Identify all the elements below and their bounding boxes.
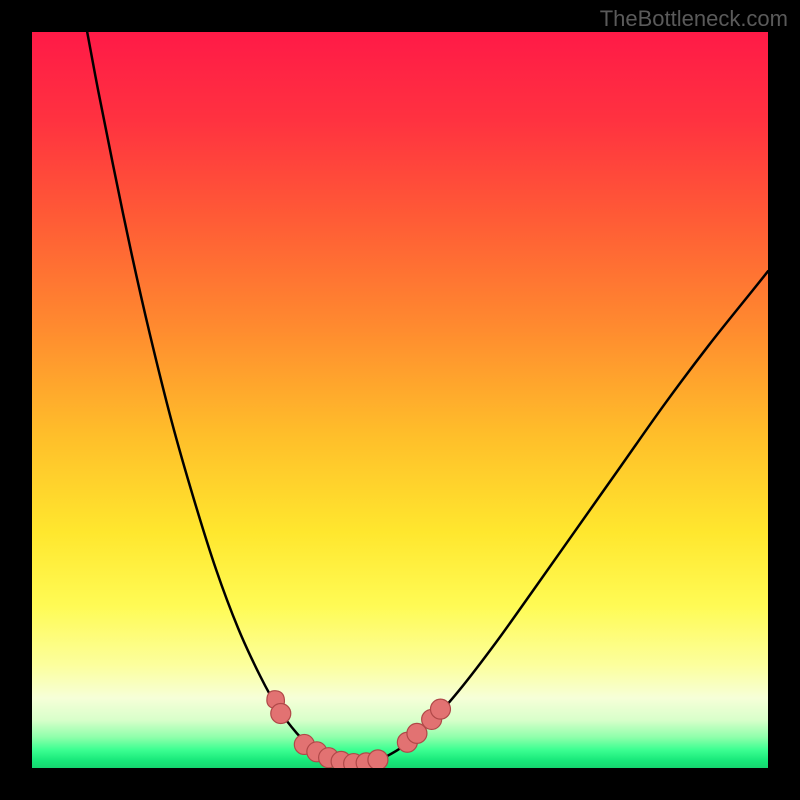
data-marker — [430, 699, 450, 719]
chart-container: TheBottleneck.com — [0, 0, 800, 800]
data-marker — [368, 750, 388, 768]
watermark-text: TheBottleneck.com — [600, 6, 788, 32]
data-marker — [271, 704, 291, 724]
bottleneck-curve-chart — [32, 32, 768, 768]
plot-area — [32, 32, 768, 768]
gradient-background — [32, 32, 768, 768]
